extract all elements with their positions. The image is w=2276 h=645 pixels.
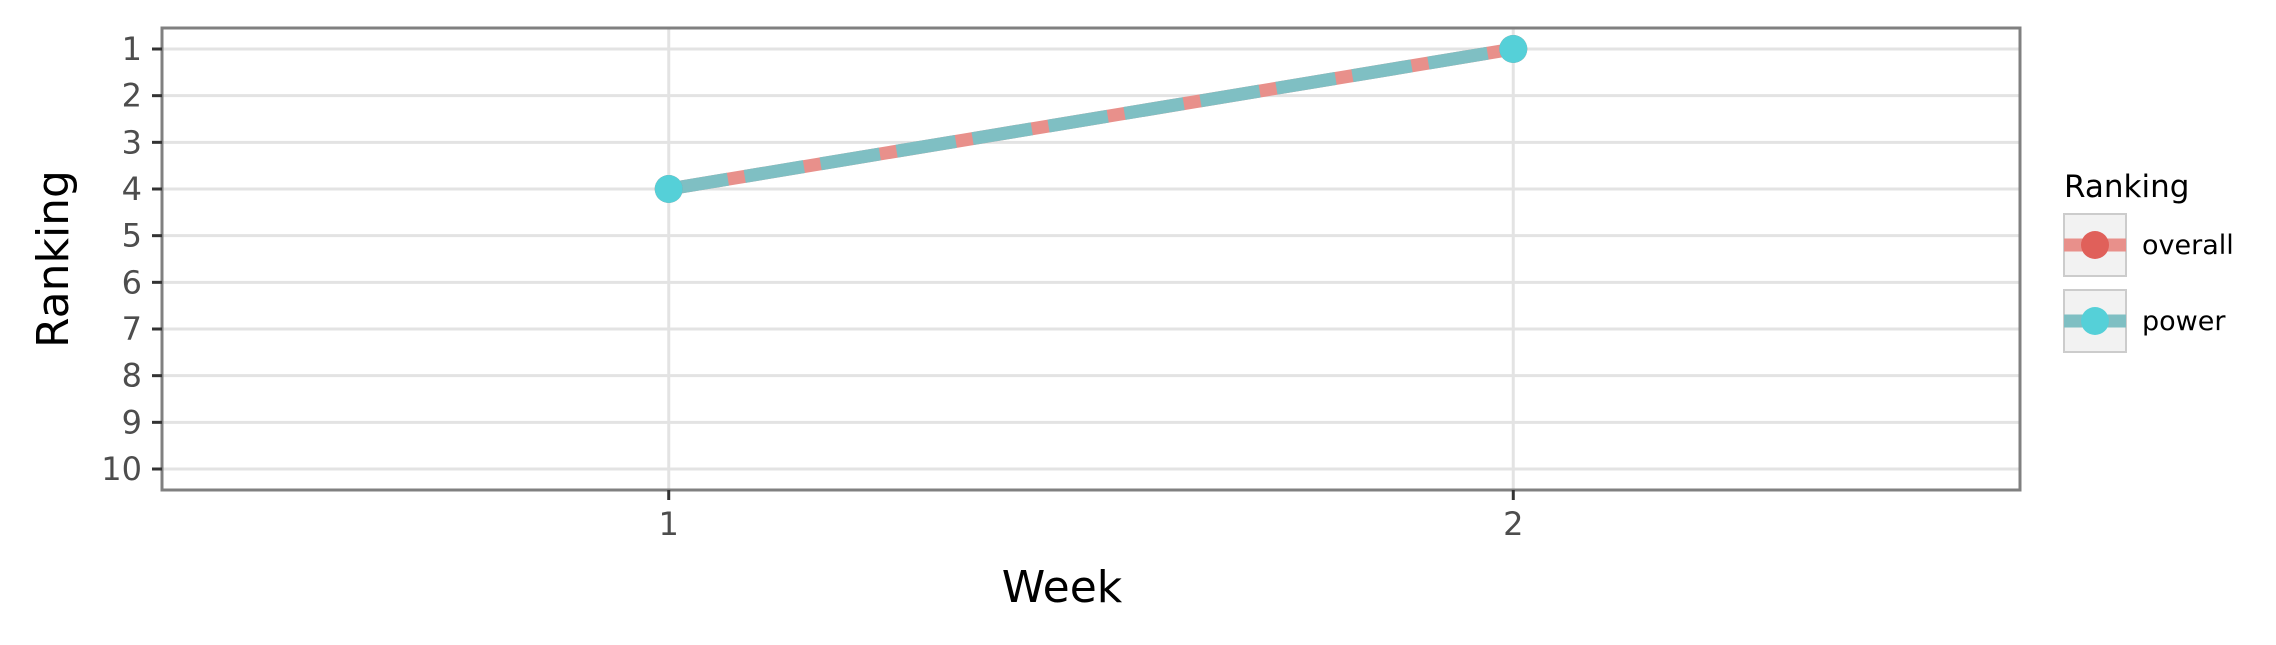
legend-key-point: [2081, 231, 2109, 259]
y-tick-label: 2: [122, 77, 142, 115]
y-tick-label: 5: [122, 217, 142, 255]
legend-label-overall: overall: [2142, 230, 2234, 261]
legend-key-point: [2081, 307, 2109, 335]
y-tick-label: 1: [122, 30, 142, 68]
series-line-power: [667, 42, 1515, 196]
x-axis-title: Week: [1002, 562, 1123, 613]
grid-layer: [162, 28, 2020, 490]
legend-title: Ranking: [2064, 169, 2189, 205]
y-tick-label: 9: [122, 403, 142, 441]
x-tick-label: 1: [659, 505, 679, 543]
y-tick-label: 8: [122, 357, 142, 395]
y-tick-label: 6: [122, 263, 142, 301]
series-layer: [654, 35, 1528, 203]
y-tick-label: 4: [122, 170, 142, 208]
y-tick-label: 3: [122, 123, 142, 161]
y-tick-label: 7: [122, 310, 142, 348]
y-axis: 1 2 3 4 5 6 7 8 9 10: [101, 30, 162, 488]
data-point-power: [654, 175, 683, 203]
data-point-power: [1499, 35, 1528, 63]
legend-label-power: power: [2142, 306, 2226, 337]
plot-panel: [160, 26, 2022, 492]
legend: Ranking overall power: [2063, 169, 2234, 353]
x-tick-label: 2: [1503, 505, 1523, 543]
y-tick-label: 10: [101, 450, 142, 488]
y-axis-title: Ranking: [28, 170, 79, 348]
